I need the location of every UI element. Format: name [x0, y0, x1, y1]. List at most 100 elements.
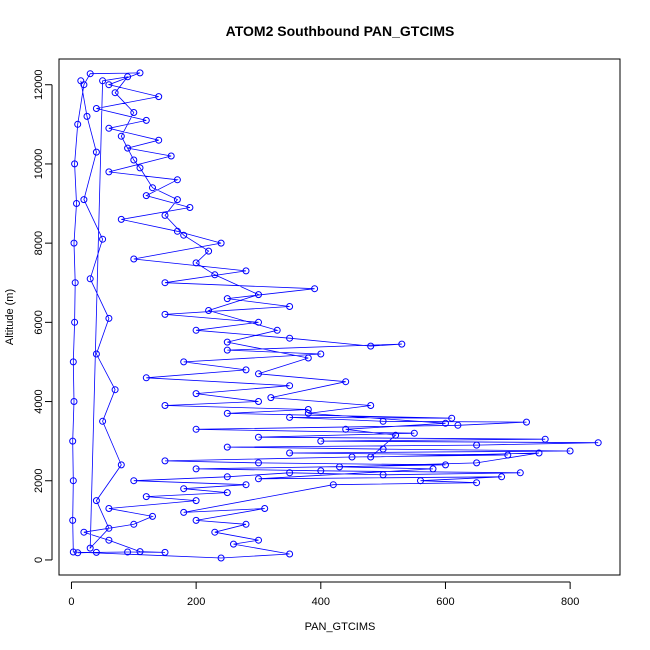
data-point: [180, 231, 188, 239]
y-tick-label: 2000: [33, 469, 45, 493]
data-point: [541, 435, 549, 443]
data-point: [136, 164, 144, 172]
data-point: [99, 77, 107, 85]
x-tick-label: 800: [561, 596, 579, 608]
data-point: [73, 200, 80, 207]
data-point: [161, 279, 169, 287]
data-point: [304, 409, 312, 417]
data-point: [223, 473, 231, 481]
data-point: [83, 112, 91, 120]
data-point: [223, 346, 231, 354]
data-point: [329, 481, 337, 489]
data-point: [448, 414, 456, 422]
data-point: [69, 477, 77, 485]
data-point: [69, 358, 77, 366]
data-point: [167, 152, 175, 160]
data-point: [317, 437, 325, 445]
data-point: [192, 516, 200, 524]
data-point: [304, 406, 312, 413]
data-point: [155, 93, 163, 101]
data-point: [192, 390, 200, 398]
data-point: [105, 168, 113, 176]
data-point: [594, 439, 602, 447]
data-point: [242, 481, 250, 489]
y-tick-label: 8000: [33, 231, 45, 255]
data-point: [192, 326, 200, 334]
data-point: [99, 417, 107, 425]
x-axis: 0 200 400 600 800: [68, 581, 579, 608]
data-point: [173, 196, 181, 204]
data-point: [142, 116, 150, 124]
data-point: [379, 417, 387, 425]
plot-frame: [58, 58, 621, 576]
data-point: [473, 459, 481, 467]
data-point: [223, 443, 231, 451]
data-point: [304, 354, 312, 362]
data-point: [267, 394, 275, 402]
data-point: [92, 105, 100, 112]
data-point: [192, 425, 200, 433]
data-point: [223, 338, 231, 346]
data-point: [192, 497, 200, 505]
data-point: [336, 463, 343, 471]
data-point: [130, 520, 138, 528]
data-point: [130, 156, 138, 164]
data-point: [69, 548, 77, 556]
data-point: [192, 259, 200, 267]
data-point: [105, 536, 113, 544]
data-point: [69, 516, 77, 524]
data-point: [504, 451, 512, 459]
data-point: [217, 554, 225, 562]
data-point: [473, 479, 481, 487]
data-point: [286, 334, 294, 342]
data-point: [223, 409, 231, 417]
data-point: [317, 467, 325, 475]
data-point: [99, 235, 107, 243]
data-point: [473, 441, 481, 449]
data-point: [255, 318, 262, 326]
data-point: [367, 402, 375, 409]
data-point: [286, 449, 294, 457]
data-point: [429, 465, 437, 473]
data-point: [454, 421, 462, 429]
data-point: [286, 550, 294, 558]
data-point: [161, 310, 169, 318]
data-point: [124, 144, 132, 152]
data-point: [535, 449, 543, 457]
data-point: [261, 505, 269, 512]
data-point: [105, 314, 113, 322]
data-point: [516, 469, 524, 477]
data-point: [71, 279, 79, 287]
data-point: [255, 398, 262, 405]
data-point: [217, 239, 225, 247]
y-tick-label: 12000: [33, 69, 45, 100]
data-point: [498, 473, 506, 481]
data-point: [105, 124, 113, 132]
data-point: [566, 447, 574, 455]
data-point: [74, 549, 82, 557]
data-point: [130, 477, 138, 485]
data-point: [155, 136, 163, 144]
data-point: [149, 512, 156, 520]
chart-title: ATOM2 Southbound PAN_GTCIMS: [226, 23, 455, 39]
data-point: [255, 536, 262, 544]
data-point: [71, 160, 79, 168]
x-tick-label: 200: [187, 596, 205, 608]
data-point: [124, 73, 132, 81]
data-point: [367, 342, 375, 350]
data-point: [74, 120, 82, 128]
data-point: [70, 398, 78, 405]
data-point: [367, 453, 375, 461]
data-point: [211, 271, 219, 279]
data-point: [105, 81, 113, 89]
data-point: [117, 461, 125, 469]
data-point: [130, 255, 138, 263]
data-point: [342, 425, 350, 433]
data-point: [286, 382, 294, 390]
data-point: [86, 275, 94, 283]
data-point: [124, 548, 132, 556]
data-point: [255, 291, 262, 299]
data-point: [92, 350, 100, 358]
data-point: [92, 497, 100, 505]
